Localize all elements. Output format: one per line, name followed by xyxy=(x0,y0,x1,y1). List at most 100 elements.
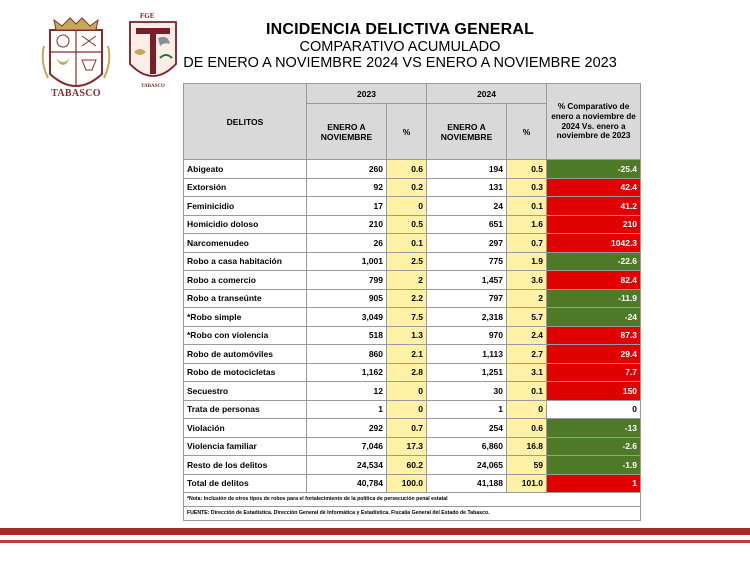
table-row: Feminicidio 17 0 24 0.1 41.2 xyxy=(183,196,642,216)
table-row: Abigeato 260 0.6 194 0.5 -25.4 xyxy=(183,159,642,179)
value-2023: 3,049 xyxy=(306,307,387,327)
table-row: Homicidio doloso 210 0.5 651 1.6 210 xyxy=(183,214,642,234)
tabasco-logo-caption: TABASCO xyxy=(51,88,101,99)
table-row: Narcomenudeo 26 0.1 297 0.7 1042.3 xyxy=(183,233,642,253)
crime-name: Abigeato xyxy=(183,159,307,179)
comparison-value: -1.9 xyxy=(546,455,642,475)
crime-name: Resto de los delitos xyxy=(183,455,307,475)
value-2024: 1,457 xyxy=(426,270,508,290)
table-note: *Nota: Inclusión de otros tipos de robos… xyxy=(182,491,642,507)
value-2023: 1 xyxy=(306,399,387,419)
table-row: Robo a comercio 799 2 1,457 3.6 82.4 xyxy=(183,270,642,290)
crime-name: Robo de automóviles xyxy=(183,344,307,364)
comparison-value: 82.4 xyxy=(546,270,642,290)
value-2024: 194 xyxy=(426,159,508,179)
pct-2023: 0.7 xyxy=(385,418,428,438)
comparison-value: -25.4 xyxy=(546,159,642,179)
pct-2024: 2 xyxy=(506,288,548,308)
pct-2024: 0.5 xyxy=(506,159,548,179)
total-row: Total de delitos 40,784 100.0 41,188 101… xyxy=(183,473,642,493)
value-2024: 797 xyxy=(426,288,508,308)
comparison-value: 29.4 xyxy=(546,344,642,364)
table-row: Robo a transeúnte 905 2.2 797 2 -11.9 xyxy=(183,288,642,308)
crime-name: Homicidio doloso xyxy=(183,214,307,234)
table-body: Abigeato 260 0.6 194 0.5 -25.4 Extorsión 92 0.2 1… xyxy=(183,159,642,475)
pct-2023: 2.2 xyxy=(385,288,428,308)
pct-2023: 2.5 xyxy=(385,251,428,271)
pct-2023: 2 xyxy=(385,270,428,290)
footer-band xyxy=(0,528,750,535)
value-2023: 7,046 xyxy=(306,436,387,456)
pct-2024: 0.6 xyxy=(506,418,548,438)
crime-name: Robo a transeúnte xyxy=(183,288,307,308)
crime-name: *Robo con violencia xyxy=(183,325,307,345)
table-row: Violación 292 0.7 254 0.6 -13 xyxy=(183,418,642,438)
value-2023: 26 xyxy=(306,233,387,253)
crime-name: Robo de motocicletas xyxy=(183,362,307,382)
table-row: Resto de los delitos 24,534 60.2 24,065 59 -1… xyxy=(183,455,642,475)
value-2024: 24,065 xyxy=(426,455,508,475)
value-2024: 651 xyxy=(426,214,508,234)
pct-2023: 2.1 xyxy=(385,344,428,364)
tabasco-coat-of-arms-logo xyxy=(41,17,111,87)
footer-line xyxy=(0,540,750,543)
crime-name: Secuestro xyxy=(183,381,307,401)
table-row: Robo de automóviles 860 2.1 1,113 2.7 29.4 xyxy=(183,344,642,364)
table-source: FUENTE: Dirección de Estadística. Direcc… xyxy=(182,505,642,521)
table-row: Violencia familiar 7,046 17.3 6,860 16.8 -2.6 xyxy=(183,436,642,456)
value-2024: 254 xyxy=(426,418,508,438)
table-row: Extorsión 92 0.2 131 0.3 42.4 xyxy=(183,177,642,197)
pct-2023: 0 xyxy=(385,381,428,401)
value-2024: 1,251 xyxy=(426,362,508,382)
pct-2024: 0.3 xyxy=(506,177,548,197)
comparison-value: 7.7 xyxy=(546,362,642,382)
total-pct-2024: 101.0 xyxy=(506,473,548,493)
crime-name: Extorsión xyxy=(183,177,307,197)
comparison-value: 1042.3 xyxy=(546,233,642,253)
pct-2023: 0.5 xyxy=(385,214,428,234)
crime-name: Violación xyxy=(183,418,307,438)
pct-2023: 0.2 xyxy=(385,177,428,197)
pct-2024: 59 xyxy=(506,455,548,475)
pct-2024: 0.1 xyxy=(506,381,548,401)
header-year-2023: 2023 xyxy=(305,83,428,104)
pct-2024: 1.6 xyxy=(506,214,548,234)
crime-name: Feminicidio xyxy=(183,196,307,216)
value-2024: 1,113 xyxy=(426,344,508,364)
table-row: Secuestro 12 0 30 0.1 150 xyxy=(183,381,642,401)
pct-2023: 0 xyxy=(385,196,428,216)
value-2024: 775 xyxy=(426,251,508,271)
pct-2023: 0.6 xyxy=(385,159,428,179)
value-2024: 2,318 xyxy=(426,307,508,327)
report-period: DE ENERO A NOVIEMBRE 2024 VS ENERO A NOV… xyxy=(183,55,617,71)
pct-2024: 0.7 xyxy=(506,233,548,253)
comparison-value: 41.2 xyxy=(546,196,642,216)
comparison-value: 42.4 xyxy=(546,177,642,197)
crime-name: Robo a casa habitación xyxy=(183,251,307,271)
value-2023: 12 xyxy=(306,381,387,401)
value-2023: 1,162 xyxy=(306,362,387,382)
crime-name: Trata de personas xyxy=(183,399,307,419)
header-period-2024: ENERO A NOVIEMBRE xyxy=(426,103,508,160)
header-pct-2023: % xyxy=(385,103,428,160)
value-2024: 30 xyxy=(426,381,508,401)
value-2023: 799 xyxy=(306,270,387,290)
pct-2023: 0.1 xyxy=(385,233,428,253)
comparison-value: 87.3 xyxy=(546,325,642,345)
value-2023: 24,534 xyxy=(306,455,387,475)
crime-name: Violencia familiar xyxy=(183,436,307,456)
crime-name: Narcomenudeo xyxy=(183,233,307,253)
value-2024: 24 xyxy=(426,196,508,216)
comparison-value: -22.6 xyxy=(546,251,642,271)
report-header: INCIDENCIA DELICTIVA GENERAL COMPARATIVO… xyxy=(180,21,620,72)
total-2024: 41,188 xyxy=(426,473,508,493)
value-2023: 92 xyxy=(306,177,387,197)
value-2023: 210 xyxy=(306,214,387,234)
fge-logo-caption: TABASCO xyxy=(141,84,165,89)
pct-2024: 3.1 xyxy=(506,362,548,382)
total-pct-2023: 100.0 xyxy=(385,473,428,493)
header-delitos: DELITOS xyxy=(183,83,307,160)
total-2023: 40,784 xyxy=(306,473,387,493)
value-2023: 1,001 xyxy=(306,251,387,271)
header-comparison: % Comparativo de enero a noviembre de 20… xyxy=(546,83,642,160)
